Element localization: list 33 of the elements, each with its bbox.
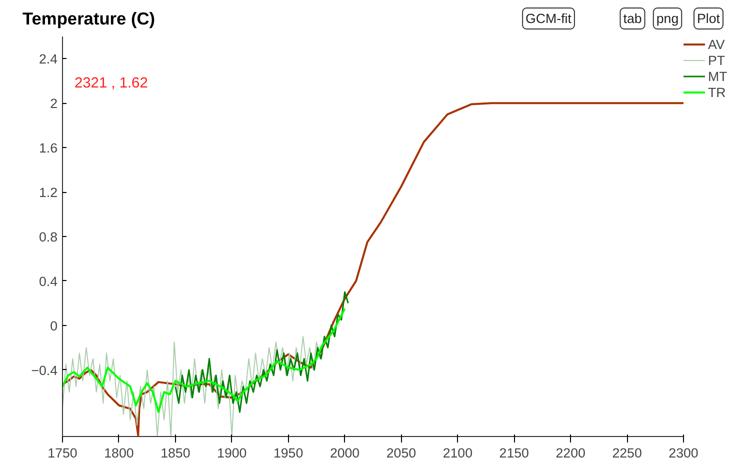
x-tick-label: 1900 [217, 446, 247, 460]
chart-title: Temperature (C) [22, 8, 156, 28]
y-tick-label: −0.4 [31, 362, 58, 378]
y-tick-label: 0.8 [38, 230, 58, 244]
y-tick-label: 2.4 [38, 52, 58, 67]
x-tick-label: 1800 [104, 446, 134, 460]
x-tick-label: 2150 [499, 446, 529, 460]
y-tick-label: 0.4 [38, 274, 58, 289]
x-tick-label: 1850 [160, 446, 190, 460]
legend-label: AV [708, 36, 726, 52]
legend-label: PT [708, 52, 726, 68]
line-series [62, 308, 346, 414]
x-tick-label: 2000 [330, 446, 360, 460]
text: png [656, 11, 679, 26]
y-tick-label: 0 [50, 318, 58, 334]
y-tick-label: 1.2 [38, 185, 58, 200]
line-series [174, 291, 349, 413]
x-tick-label: 1750 [48, 446, 78, 460]
x-tick-label: 2050 [386, 446, 416, 460]
x-tick-label: 1950 [273, 446, 304, 460]
text: tab [623, 11, 642, 26]
x-tick-label: 2200 [556, 446, 586, 460]
text: GCM-fit [526, 11, 572, 26]
y-tick-label: 1.6 [38, 140, 58, 156]
text: Plot [697, 11, 720, 26]
annotation: 2321 , 1.62 [74, 76, 148, 92]
x-tick-label: 2250 [612, 446, 642, 460]
line-series [62, 336, 324, 436]
x-tick-label: 2100 [442, 446, 473, 460]
legend-label: MT [708, 68, 728, 84]
y-tick-label: 2 [50, 96, 58, 112]
legend-label: TR [708, 84, 727, 100]
x-tick-label: 2300 [668, 446, 698, 460]
